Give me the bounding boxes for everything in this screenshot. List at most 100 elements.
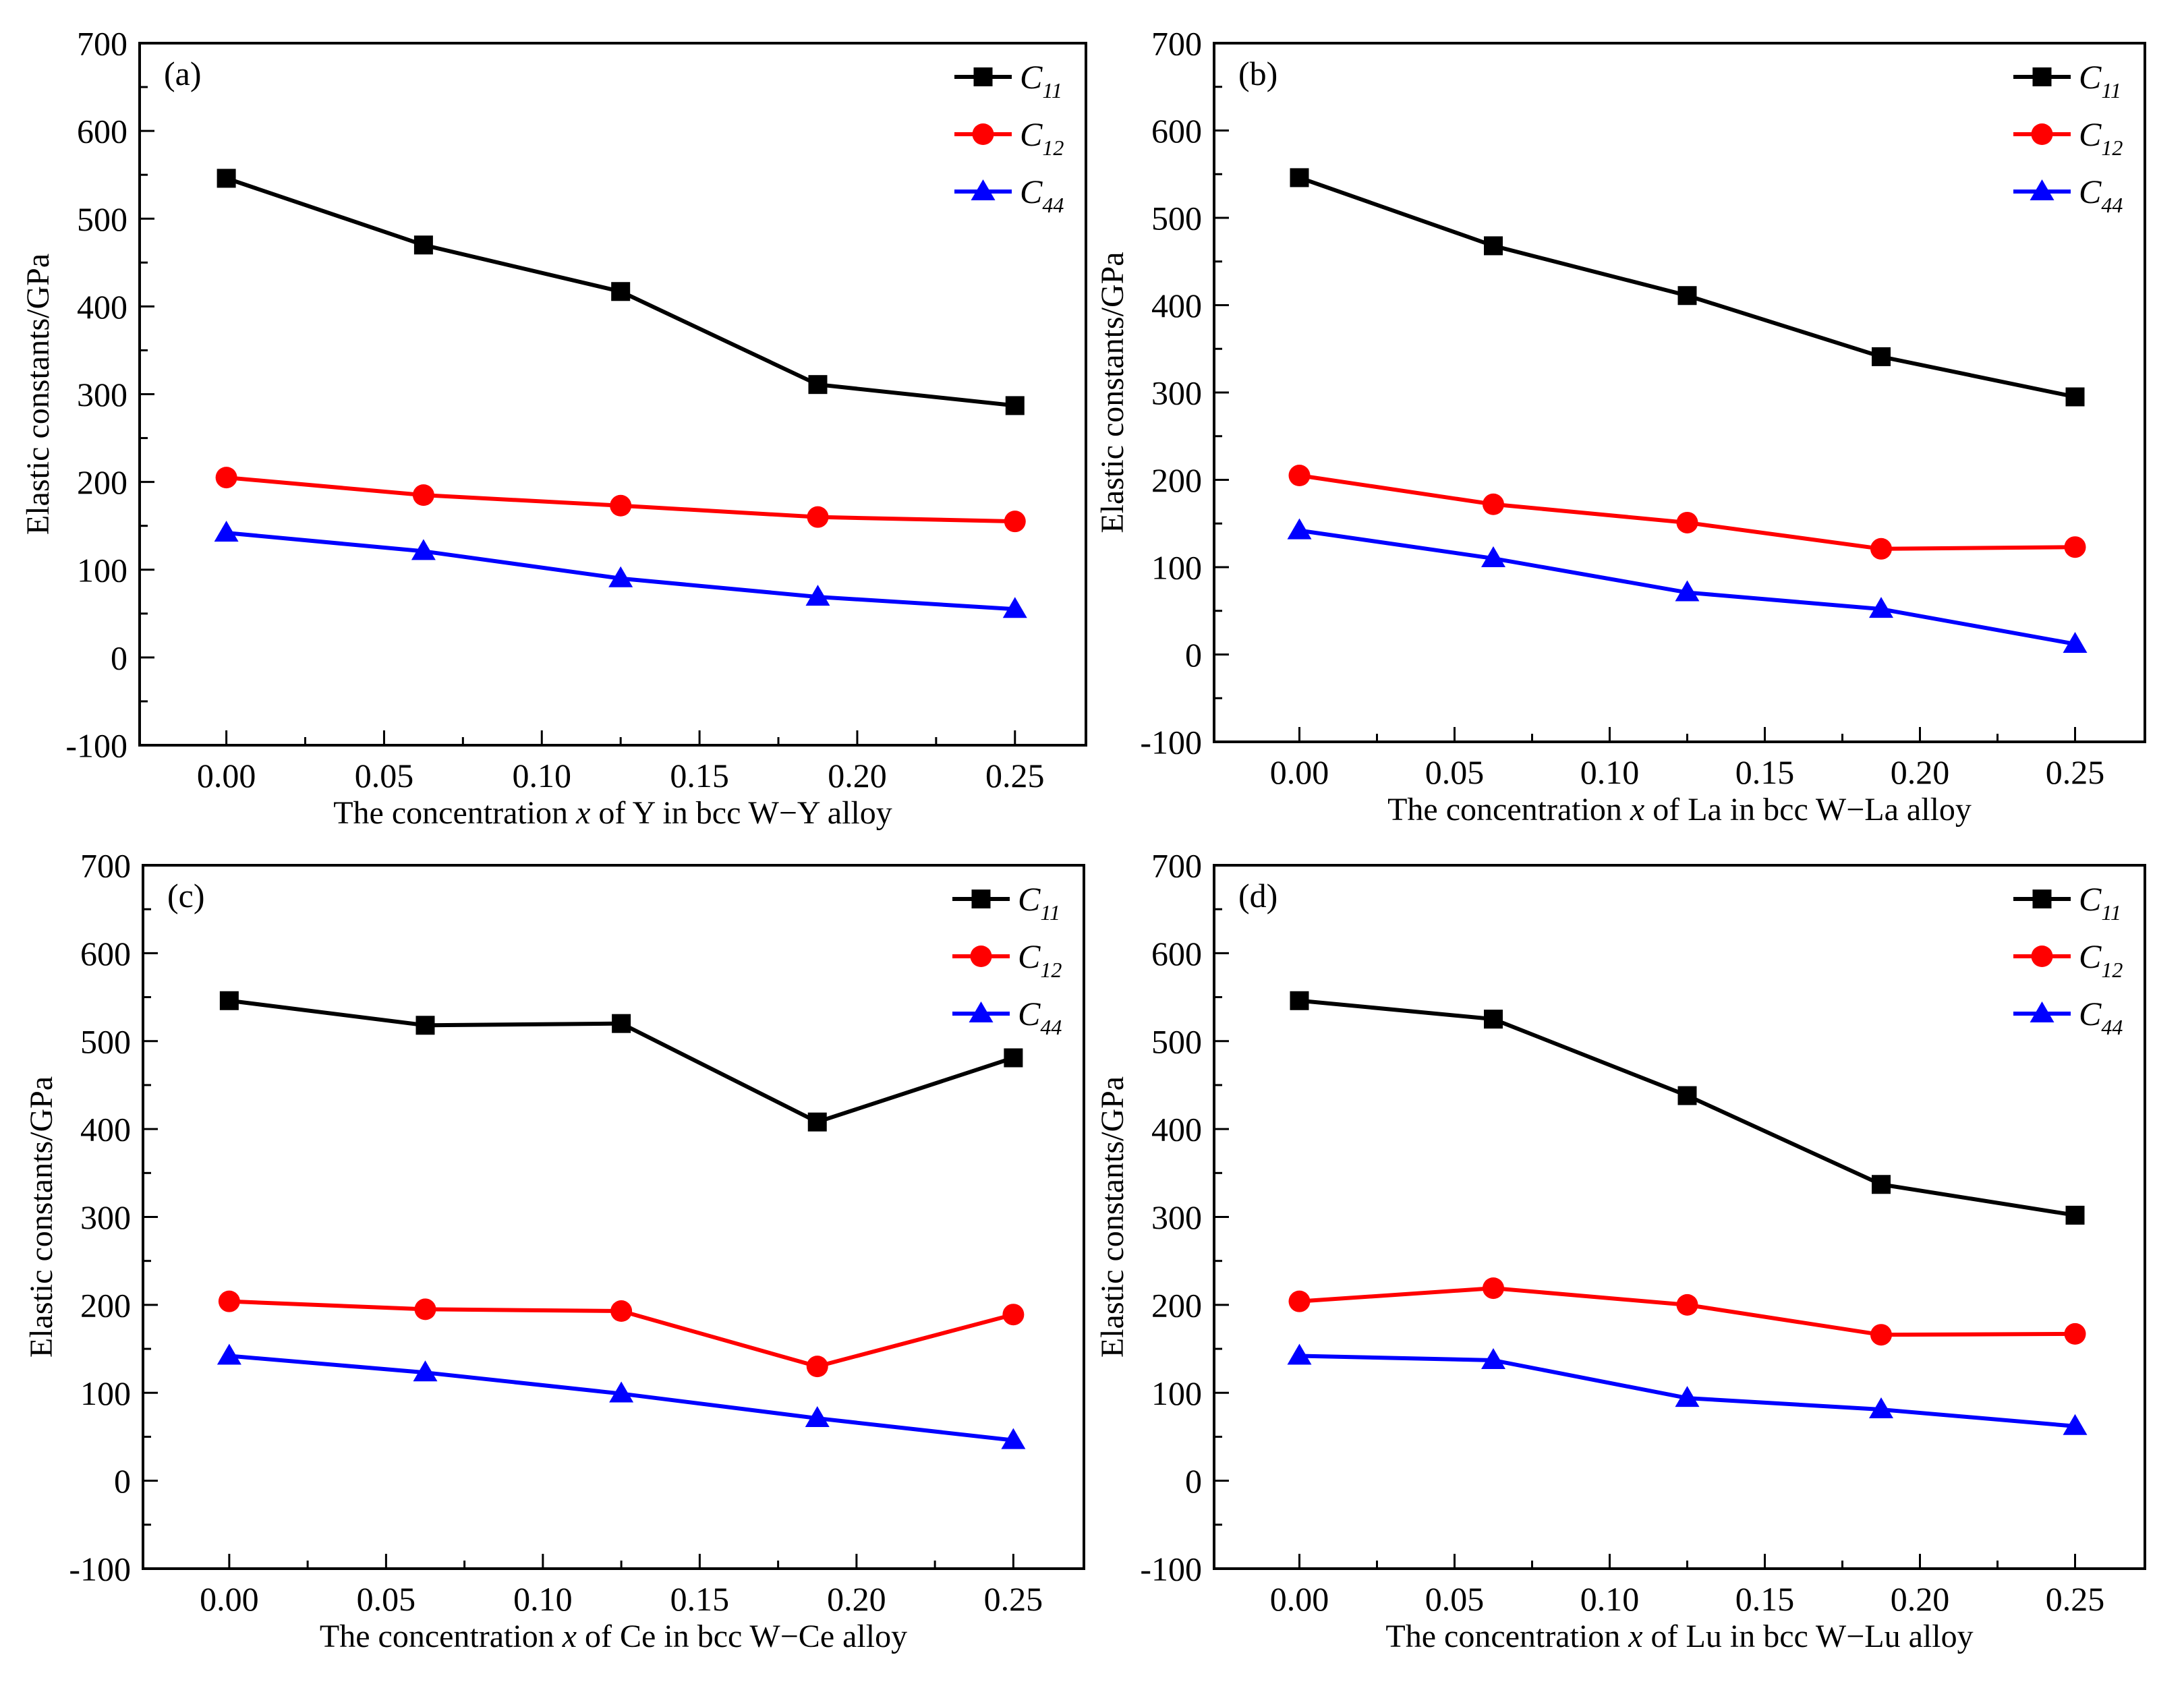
legend-subscript: 12 (1042, 136, 1064, 160)
circle-marker (970, 946, 992, 967)
triangle-marker (805, 1406, 830, 1428)
legend-symbol: C (1020, 58, 1043, 96)
y-tick-label: 500 (77, 200, 127, 238)
x-axis-label-part: The concentration (333, 795, 576, 831)
square-marker (219, 991, 239, 1010)
legend-symbol: C (2079, 58, 2102, 96)
circle-marker (610, 1300, 633, 1322)
panel-b: -100 0 100 200 300 400 500 600 700 0.00 0.05 0.10 0.… (1095, 25, 2146, 827)
square-marker (413, 235, 433, 255)
circle-marker (1004, 511, 1026, 533)
y-tick-label: 600 (1151, 935, 1202, 972)
y-axis-label: Elastic constants/GPa (24, 1076, 59, 1358)
y-tick-label: 700 (1151, 847, 1202, 885)
triangle-marker (608, 566, 633, 587)
circle-marker (610, 494, 632, 517)
legend-label: C11 (2079, 58, 2121, 103)
triangle-marker (2030, 179, 2054, 200)
panel-label: (d) (1238, 877, 1277, 914)
x-tick-label: 0.20 (828, 757, 887, 794)
square-marker (971, 890, 991, 908)
square-marker (217, 169, 236, 188)
x-tick-label: 0.25 (984, 1580, 1043, 1618)
legend-item-c44: C44 (954, 173, 1064, 217)
circle-marker (1676, 511, 1698, 533)
x-tick-label: 0.25 (2046, 1580, 2105, 1618)
series-c12 (1288, 1277, 2086, 1346)
triangle-marker (2030, 1001, 2054, 1022)
y-tick-label: 300 (1151, 374, 1202, 412)
legend-subscript: 12 (1040, 958, 1062, 982)
circle-marker (218, 1290, 240, 1312)
legend-subscript: 11 (2101, 78, 2121, 103)
x-tick-label: 0.25 (985, 757, 1045, 794)
triangle-marker (1001, 1428, 1026, 1449)
x-tick-label: 0.05 (355, 757, 414, 794)
x-tick-label: 0.00 (197, 757, 256, 794)
legend-symbol: C (2079, 880, 2102, 918)
legend-subscript: 11 (1042, 78, 1062, 103)
circle-marker (2031, 946, 2053, 967)
series-c12 (218, 1290, 1025, 1378)
y-tick-label: 600 (77, 113, 127, 150)
series-c12 (1288, 465, 2086, 560)
square-marker (1004, 1048, 1023, 1068)
x-axis-label: The concentration x of Ce in bcc W−Ce al… (320, 1619, 907, 1654)
legend-symbol: C (1018, 995, 1041, 1033)
y-tick-label: -100 (69, 1550, 131, 1588)
panel-label: (c) (167, 877, 205, 914)
legend-item-c12: C12 (954, 115, 1064, 160)
square-marker (808, 375, 828, 395)
square-marker (415, 1016, 435, 1035)
x-tick-label: 0.15 (670, 757, 729, 794)
legend-symbol: C (1020, 173, 1043, 210)
legend-symbol: C (2079, 995, 2102, 1033)
legend-subscript: 44 (2101, 193, 2123, 217)
circle-marker (2031, 123, 2053, 145)
legend-item-c44: C44 (2013, 995, 2123, 1039)
circle-marker (2064, 1322, 2086, 1345)
x-axis-label-part: The concentration (1387, 792, 1630, 827)
series-c11 (217, 169, 1025, 415)
x-tick-label: 0.05 (1425, 753, 1485, 791)
legend-symbol: C (2079, 173, 2102, 210)
circle-marker (1288, 465, 1311, 487)
y-axis-label: Elastic constants/GPa (20, 254, 56, 535)
square-marker (1290, 991, 1309, 1010)
series-c11 (1290, 168, 2085, 407)
x-tick-label: 0.00 (1270, 1580, 1329, 1618)
x-tick-label: 0.10 (513, 757, 572, 794)
y-axis-label: Elastic constants/GPa (1095, 1076, 1130, 1358)
y-tick-label: 300 (1151, 1198, 1202, 1236)
panel-d: -100 0 100 200 300 400 500 600 700 0.00 0.05 0.10 0.… (1095, 847, 2146, 1654)
circle-marker (1288, 1290, 1311, 1312)
circle-marker (1870, 537, 1892, 560)
circle-marker (1483, 493, 1504, 515)
square-marker (612, 1014, 631, 1033)
legend-label: C11 (1020, 58, 1062, 103)
legend-item-c44: C44 (952, 995, 1062, 1039)
y-tick-label: -100 (1140, 724, 1202, 761)
y-tick-label: 200 (80, 1286, 131, 1324)
y-tick-label: 500 (1151, 200, 1202, 237)
legend-label: C44 (1020, 173, 1064, 217)
x-tick-label: 0.05 (1425, 1580, 1485, 1618)
y-axis-label: Elastic constants/GPa (1095, 252, 1130, 533)
triangle-marker (2063, 1414, 2088, 1435)
circle-marker (215, 467, 237, 489)
legend-label: C12 (2079, 115, 2123, 160)
square-marker (1872, 347, 1891, 366)
square-marker (1677, 1086, 1697, 1105)
y-tick-label: 100 (77, 551, 127, 589)
y-tick-label: 600 (1151, 112, 1202, 150)
triangle-marker (1675, 580, 1700, 602)
x-tick-label: 0.05 (357, 1580, 416, 1618)
legend-symbol: C (2079, 115, 2102, 153)
legend-subscript: 44 (2101, 1015, 2123, 1039)
y-tick-label: 100 (1151, 1374, 1202, 1412)
series-c12 (215, 467, 1026, 533)
legend-subscript: 11 (2101, 900, 2121, 925)
